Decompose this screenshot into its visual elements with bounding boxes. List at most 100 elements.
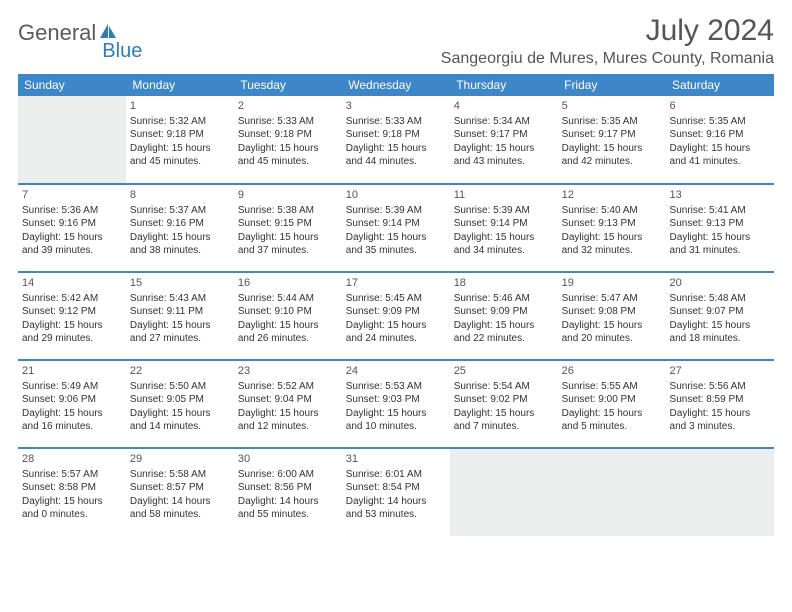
daylight-text: Daylight: 15 hours and 32 minutes.: [562, 231, 662, 258]
calendar-day-cell: 2Sunrise: 5:33 AMSunset: 9:18 PMDaylight…: [234, 96, 342, 184]
day-number: 3: [346, 99, 446, 114]
day-number: 22: [130, 364, 230, 379]
day-number: 13: [670, 188, 770, 203]
daylight-text: Daylight: 15 hours and 37 minutes.: [238, 231, 338, 258]
sunset-text: Sunset: 8:57 PM: [130, 481, 230, 495]
daylight-text: Daylight: 15 hours and 14 minutes.: [130, 407, 230, 434]
day-number: 10: [346, 188, 446, 203]
sunset-text: Sunset: 9:15 PM: [238, 217, 338, 231]
day-number: 23: [238, 364, 338, 379]
sunrise-text: Sunrise: 5:40 AM: [562, 204, 662, 218]
day-number: 30: [238, 452, 338, 467]
day-number: 6: [670, 99, 770, 114]
daylight-text: Daylight: 15 hours and 43 minutes.: [454, 142, 554, 169]
calendar-day-cell: 6Sunrise: 5:35 AMSunset: 9:16 PMDaylight…: [666, 96, 774, 184]
weekday-header: Friday: [558, 74, 666, 96]
day-details: Sunrise: 5:39 AMSunset: 9:14 PMDaylight:…: [346, 204, 446, 258]
day-details: Sunrise: 5:35 AMSunset: 9:16 PMDaylight:…: [670, 115, 770, 169]
sunrise-text: Sunrise: 5:35 AM: [562, 115, 662, 129]
sunset-text: Sunset: 9:04 PM: [238, 393, 338, 407]
day-details: Sunrise: 5:45 AMSunset: 9:09 PMDaylight:…: [346, 292, 446, 346]
day-details: Sunrise: 5:49 AMSunset: 9:06 PMDaylight:…: [22, 380, 122, 434]
calendar-day-cell: 21Sunrise: 5:49 AMSunset: 9:06 PMDayligh…: [18, 360, 126, 448]
sunset-text: Sunset: 9:17 PM: [454, 128, 554, 142]
day-number: 28: [22, 452, 122, 467]
weekday-header: Sunday: [18, 74, 126, 96]
month-title: July 2024: [441, 14, 774, 48]
sunset-text: Sunset: 9:08 PM: [562, 305, 662, 319]
sunrise-text: Sunrise: 5:34 AM: [454, 115, 554, 129]
sunset-text: Sunset: 9:14 PM: [346, 217, 446, 231]
calendar-week-row: 21Sunrise: 5:49 AMSunset: 9:06 PMDayligh…: [18, 360, 774, 448]
sunrise-text: Sunrise: 5:32 AM: [130, 115, 230, 129]
weekday-header: Tuesday: [234, 74, 342, 96]
sunrise-text: Sunrise: 5:43 AM: [130, 292, 230, 306]
sunset-text: Sunset: 9:16 PM: [22, 217, 122, 231]
daylight-text: Daylight: 15 hours and 39 minutes.: [22, 231, 122, 258]
daylight-text: Daylight: 15 hours and 22 minutes.: [454, 319, 554, 346]
sunrise-text: Sunrise: 5:36 AM: [22, 204, 122, 218]
day-details: Sunrise: 5:44 AMSunset: 9:10 PMDaylight:…: [238, 292, 338, 346]
sunrise-text: Sunrise: 5:39 AM: [454, 204, 554, 218]
calendar-day-cell: 22Sunrise: 5:50 AMSunset: 9:05 PMDayligh…: [126, 360, 234, 448]
calendar-day-cell: 11Sunrise: 5:39 AMSunset: 9:14 PMDayligh…: [450, 184, 558, 272]
day-details: Sunrise: 5:57 AMSunset: 8:58 PMDaylight:…: [22, 468, 122, 522]
daylight-text: Daylight: 15 hours and 18 minutes.: [670, 319, 770, 346]
daylight-text: Daylight: 15 hours and 44 minutes.: [346, 142, 446, 169]
day-details: Sunrise: 5:48 AMSunset: 9:07 PMDaylight:…: [670, 292, 770, 346]
day-details: Sunrise: 5:33 AMSunset: 9:18 PMDaylight:…: [238, 115, 338, 169]
calendar-day-cell: 17Sunrise: 5:45 AMSunset: 9:09 PMDayligh…: [342, 272, 450, 360]
sunrise-text: Sunrise: 5:52 AM: [238, 380, 338, 394]
sunrise-text: Sunrise: 5:56 AM: [670, 380, 770, 394]
sunset-text: Sunset: 9:05 PM: [130, 393, 230, 407]
daylight-text: Daylight: 15 hours and 35 minutes.: [346, 231, 446, 258]
calendar-day-cell: 15Sunrise: 5:43 AMSunset: 9:11 PMDayligh…: [126, 272, 234, 360]
day-details: Sunrise: 5:43 AMSunset: 9:11 PMDaylight:…: [130, 292, 230, 346]
day-details: Sunrise: 5:47 AMSunset: 9:08 PMDaylight:…: [562, 292, 662, 346]
daylight-text: Daylight: 15 hours and 42 minutes.: [562, 142, 662, 169]
calendar-day-cell: 4Sunrise: 5:34 AMSunset: 9:17 PMDaylight…: [450, 96, 558, 184]
calendar-day-cell: [558, 448, 666, 536]
sunset-text: Sunset: 9:03 PM: [346, 393, 446, 407]
sunset-text: Sunset: 9:13 PM: [562, 217, 662, 231]
day-number: 21: [22, 364, 122, 379]
day-details: Sunrise: 5:37 AMSunset: 9:16 PMDaylight:…: [130, 204, 230, 258]
day-number: 2: [238, 99, 338, 114]
calendar-day-cell: [18, 96, 126, 184]
calendar-day-cell: 20Sunrise: 5:48 AMSunset: 9:07 PMDayligh…: [666, 272, 774, 360]
sunset-text: Sunset: 9:13 PM: [670, 217, 770, 231]
daylight-text: Daylight: 14 hours and 53 minutes.: [346, 495, 446, 522]
logo: General Blue: [18, 14, 142, 63]
sunrise-text: Sunrise: 6:00 AM: [238, 468, 338, 482]
daylight-text: Daylight: 15 hours and 12 minutes.: [238, 407, 338, 434]
day-number: 16: [238, 276, 338, 291]
day-number: 31: [346, 452, 446, 467]
daylight-text: Daylight: 15 hours and 7 minutes.: [454, 407, 554, 434]
day-number: 14: [22, 276, 122, 291]
weekday-header: Saturday: [666, 74, 774, 96]
sunrise-text: Sunrise: 5:44 AM: [238, 292, 338, 306]
sunset-text: Sunset: 8:59 PM: [670, 393, 770, 407]
sunset-text: Sunset: 9:09 PM: [346, 305, 446, 319]
calendar-day-cell: 25Sunrise: 5:54 AMSunset: 9:02 PMDayligh…: [450, 360, 558, 448]
calendar-day-cell: 16Sunrise: 5:44 AMSunset: 9:10 PMDayligh…: [234, 272, 342, 360]
day-details: Sunrise: 5:56 AMSunset: 8:59 PMDaylight:…: [670, 380, 770, 434]
day-details: Sunrise: 5:35 AMSunset: 9:17 PMDaylight:…: [562, 115, 662, 169]
day-details: Sunrise: 5:41 AMSunset: 9:13 PMDaylight:…: [670, 204, 770, 258]
daylight-text: Daylight: 14 hours and 55 minutes.: [238, 495, 338, 522]
day-number: 5: [562, 99, 662, 114]
sunrise-text: Sunrise: 5:33 AM: [346, 115, 446, 129]
calendar-week-row: 14Sunrise: 5:42 AMSunset: 9:12 PMDayligh…: [18, 272, 774, 360]
day-details: Sunrise: 5:34 AMSunset: 9:17 PMDaylight:…: [454, 115, 554, 169]
sunrise-text: Sunrise: 5:33 AM: [238, 115, 338, 129]
day-number: 1: [130, 99, 230, 114]
sunset-text: Sunset: 8:58 PM: [22, 481, 122, 495]
sunrise-text: Sunrise: 5:42 AM: [22, 292, 122, 306]
day-details: Sunrise: 5:46 AMSunset: 9:09 PMDaylight:…: [454, 292, 554, 346]
calendar-day-cell: [450, 448, 558, 536]
daylight-text: Daylight: 15 hours and 26 minutes.: [238, 319, 338, 346]
calendar-day-cell: 27Sunrise: 5:56 AMSunset: 8:59 PMDayligh…: [666, 360, 774, 448]
day-number: 7: [22, 188, 122, 203]
day-number: 19: [562, 276, 662, 291]
daylight-text: Daylight: 15 hours and 45 minutes.: [130, 142, 230, 169]
